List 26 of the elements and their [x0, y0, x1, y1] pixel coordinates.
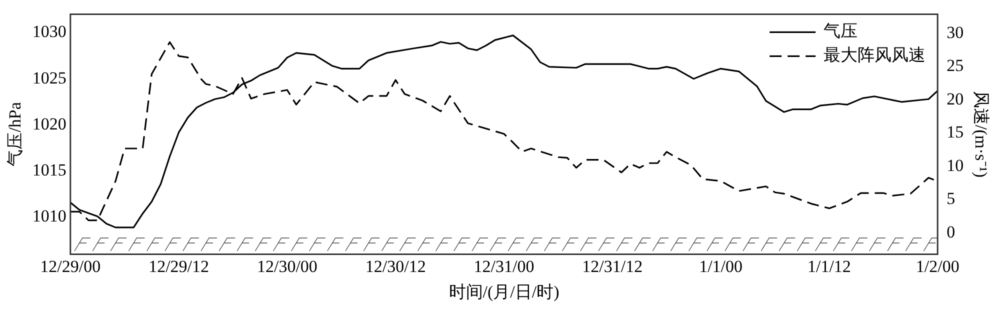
- x-tick-label: 1/2/00: [916, 256, 960, 276]
- x-axis-title: 时间/(月/日/时): [448, 282, 560, 302]
- x-tick-label: 12/30/00: [256, 256, 318, 276]
- y2-tick-label: 0: [946, 222, 956, 242]
- y-tick-label: 1020: [32, 114, 66, 134]
- legend-label: 气压: [824, 22, 858, 41]
- legend-label: 最大阵风风速: [824, 46, 926, 65]
- y-tick-label: 1030: [32, 22, 66, 42]
- y2-tick-label: 15: [946, 122, 964, 142]
- y-tick-label: 1010: [32, 206, 66, 226]
- y2-tick-label: 5: [946, 189, 956, 208]
- x-tick-label: 12/29/00: [40, 256, 101, 276]
- y2-tick-label: 10: [946, 156, 964, 175]
- y-tick-label: 1015: [32, 160, 66, 180]
- y2-tick-label: 30: [946, 22, 964, 42]
- y2-tick-label: 25: [946, 56, 964, 76]
- x-tick-label: 12/30/12: [365, 256, 426, 276]
- x-tick-label: 12/31/00: [474, 256, 534, 276]
- y-axis-title: 气压/hPa: [6, 102, 25, 166]
- x-tick-label: 12/31/12: [582, 256, 643, 276]
- y-tick-label: 1025: [32, 68, 66, 88]
- x-tick-label: 1/1/12: [807, 256, 851, 276]
- y2-tick-label: 20: [946, 89, 964, 108]
- x-tick-label: 1/1/00: [699, 256, 743, 276]
- x-tick-label: 12/29/12: [148, 256, 210, 276]
- y2-axis-title: 风速/(m·s⁻¹): [971, 90, 990, 178]
